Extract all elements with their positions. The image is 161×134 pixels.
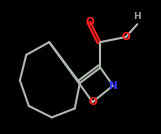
Text: N: N xyxy=(109,81,117,90)
Text: H: H xyxy=(133,12,141,21)
Text: O: O xyxy=(121,32,130,42)
Text: O: O xyxy=(88,97,97,107)
Text: O: O xyxy=(86,17,95,27)
